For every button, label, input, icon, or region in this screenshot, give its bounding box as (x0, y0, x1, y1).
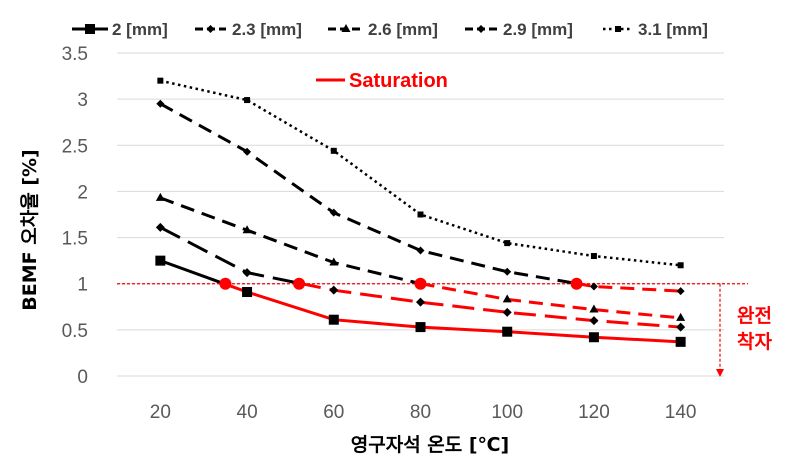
magnetization-note: 완전 착자 (737, 305, 772, 353)
y-tick-label: 3 (77, 90, 88, 111)
marker-diamond (156, 99, 165, 108)
x-tick-label: 80 (410, 402, 431, 423)
saturation-legend: Saturation (316, 70, 448, 92)
y-tick-label: 2.5 (62, 136, 88, 157)
series-line-saturated (224, 282, 681, 344)
saturation-label: Saturation (349, 70, 448, 92)
marker-square (675, 336, 686, 347)
marker-triangle (242, 225, 252, 234)
marker-square (677, 262, 684, 269)
series-lines (155, 77, 686, 347)
series-0 (155, 255, 686, 347)
marker-diamond (329, 285, 339, 295)
x-axis-title: 영구자석 온도 [℃] (351, 434, 510, 456)
full-magnetization-arrow-head (716, 369, 724, 377)
marker-square (242, 287, 253, 298)
marker-diamond (503, 267, 512, 276)
marker-square (590, 253, 597, 260)
y-tick-label: 1.5 (62, 229, 88, 250)
series-line (159, 102, 577, 285)
marker-diamond (502, 307, 512, 317)
marker-diamond (416, 246, 425, 255)
marker-diamond (589, 282, 598, 291)
legend-marker (477, 25, 485, 33)
legend-label: 2 [mm] (112, 20, 168, 39)
note-line-2: 착자 (737, 331, 772, 353)
marker-diamond (155, 222, 165, 232)
series-3 (156, 99, 685, 296)
saturation-points (219, 277, 583, 290)
saturation-point (219, 277, 232, 290)
legend-label: 3.1 [mm] (638, 20, 708, 39)
marker-diamond (416, 297, 425, 307)
marker-square (415, 322, 426, 333)
note-line-1: 완전 (737, 305, 772, 327)
y-tick-label: 0 (77, 367, 88, 388)
legend-label: 2.6 [mm] (368, 20, 438, 39)
y-tick-label: 1 (77, 275, 88, 296)
marker-square (328, 314, 339, 325)
marker-square (504, 240, 511, 247)
marker-triangle (676, 312, 686, 321)
marker-diamond (243, 147, 252, 156)
marker-triangle (589, 304, 599, 313)
legend-label: 2.3 [mm] (232, 20, 302, 39)
marker-square (588, 332, 599, 343)
marker-square (157, 77, 164, 84)
y-axis-title: BEMF 오차율 [%] (19, 149, 41, 310)
legend-marker (341, 24, 351, 32)
y-tick-label: 3.5 (62, 44, 88, 65)
marker-triangle (502, 294, 512, 303)
saturation-point (570, 277, 583, 290)
marker-diamond (242, 268, 252, 278)
legend: 2 [mm] 2.3 [mm] 2.6 [mm] 2.9 [mm] 3.1 [mm] (72, 20, 708, 39)
legend-marker (615, 26, 621, 32)
marker-diamond (589, 316, 599, 326)
marker-diamond (676, 322, 686, 332)
x-axis-ticks: 20 40 60 80 100 120 140 (150, 402, 697, 423)
x-tick-label: 100 (491, 402, 523, 423)
marker-square (417, 211, 424, 218)
saturation-point (293, 277, 306, 290)
legend-label: 2.9 [mm] (503, 20, 573, 39)
y-axis-ticks: 0 0.5 1 1.5 2 2.5 3 3.5 (62, 44, 88, 388)
marker-diamond (329, 208, 338, 217)
y-tick-label: 0.5 (62, 321, 88, 342)
x-tick-label: 140 (665, 402, 697, 423)
series-line-saturated (298, 281, 681, 329)
legend-marker (206, 25, 215, 33)
legend-marker (85, 24, 95, 34)
x-tick-label: 40 (237, 402, 258, 423)
saturation-point (414, 277, 427, 290)
x-tick-label: 20 (150, 402, 171, 423)
series-4 (157, 77, 684, 269)
x-tick-label: 120 (578, 402, 610, 423)
series-line-saturated (420, 282, 681, 320)
marker-square (155, 255, 166, 266)
series-line (159, 226, 300, 285)
marker-triangle (155, 192, 165, 201)
series-line (159, 196, 421, 286)
marker-square (244, 97, 251, 104)
y-tick-label: 2 (77, 182, 88, 203)
marker-triangle (329, 257, 339, 266)
series-1 (155, 222, 686, 332)
marker-diamond (676, 287, 685, 296)
series-line (159, 259, 226, 286)
marker-square (502, 326, 513, 337)
x-tick-label: 60 (323, 402, 344, 423)
marker-square (330, 147, 337, 154)
